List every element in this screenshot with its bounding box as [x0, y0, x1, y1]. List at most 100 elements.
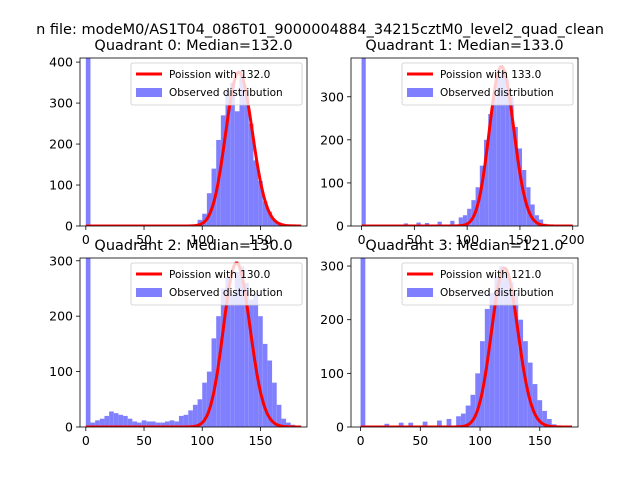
histogram-bar [532, 384, 538, 427]
histogram-bar [262, 343, 268, 427]
chart-title: Quadrant 1: Median=133.0 [365, 38, 563, 54]
poisson-curve [85, 261, 302, 427]
histogram-bar [484, 139, 489, 226]
histogram-bar [517, 148, 523, 226]
legend-label-observed: Observed distribution [169, 87, 283, 99]
histogram-bar [239, 266, 245, 427]
histogram-bar [164, 421, 170, 427]
histogram [85, 58, 287, 226]
axes-frame [79, 257, 308, 428]
y-tick-label: 400 [49, 55, 73, 70]
x-tick-label: 100 [468, 433, 492, 448]
histogram-bar [123, 415, 128, 427]
y-tick-label: 300 [49, 96, 73, 111]
histogram-bar [169, 420, 175, 427]
legend-bar-swatch [136, 88, 162, 97]
y-tick-label: 0 [336, 219, 344, 234]
histogram-bar [542, 410, 547, 427]
x-tick-label: 150 [249, 232, 273, 247]
histogram-bar [460, 413, 466, 427]
legend-box [130, 62, 303, 106]
histogram [85, 258, 296, 427]
histogram-bar [360, 258, 366, 427]
chart-quadrant-2: 0 50 100 150 0 100 200 300 Quadrant 2: Median=13… [49, 238, 308, 448]
histogram-bar [361, 58, 366, 226]
histogram-bar [527, 362, 533, 427]
histogram-bar [225, 90, 231, 226]
figure-title: n file: modeM0/AS1T04_086T01_9000004884_… [36, 22, 604, 38]
histogram-bar [234, 111, 240, 226]
histogram-bar [508, 282, 514, 427]
x-tick-label: 0 [358, 232, 366, 247]
histogram-bar [534, 215, 539, 226]
legend: Poission with 133.0 Observed distribution [401, 62, 574, 106]
chart-title: Quadrant 2: Median=130.0 [94, 238, 292, 254]
histogram-bar [104, 415, 110, 427]
histogram-bar [437, 420, 442, 427]
legend-box [401, 62, 574, 106]
x-tick-label: 150 [249, 433, 273, 448]
chart-quadrant-1: 0 50 100 150 200 0 100 200 300 Quadrant 1: Median… [320, 38, 585, 247]
histogram-bar [253, 160, 259, 226]
legend-label-poisson: Poission with 130.0 [169, 269, 270, 281]
legend-label-observed: Observed distribution [440, 87, 554, 99]
histogram-bar [206, 193, 212, 226]
histogram-bar [509, 96, 514, 226]
legend: Poission with 132.0 Observed distribution [130, 62, 303, 106]
histogram-bar [225, 277, 231, 427]
histogram-bar [437, 221, 442, 226]
y-tick-label: 300 [320, 259, 344, 274]
histogram-bar [286, 422, 291, 427]
histogram-bar [267, 360, 273, 427]
y-tick-label: 100 [49, 364, 73, 379]
histogram-bar [450, 220, 455, 226]
y-tick-label: 200 [320, 132, 344, 147]
histogram-bar [258, 180, 263, 226]
histogram-bar [384, 423, 390, 427]
histogram-bar [546, 418, 552, 427]
histogram-bar [197, 399, 203, 427]
histogram-bar [151, 421, 156, 427]
x-tick-label: 100 [455, 232, 479, 247]
histogram-bar [85, 58, 91, 226]
histogram-bar [272, 382, 277, 427]
histogram-bar [230, 82, 235, 226]
histogram-bar [475, 373, 481, 427]
x-tick-label: 0 [82, 433, 90, 448]
histogram-bar [276, 404, 282, 427]
histogram-bar [188, 410, 193, 427]
histogram-bar [192, 404, 198, 427]
histogram-bar [248, 299, 254, 427]
histogram-bar [197, 219, 203, 226]
histogram-bar [95, 420, 100, 427]
x-tick-label: 100 [190, 232, 214, 247]
histogram-bar [118, 414, 124, 427]
x-tick-label: 50 [136, 232, 152, 247]
histogram-bar [211, 338, 217, 427]
histogram-bar [467, 208, 472, 226]
x-tick-label: 150 [528, 433, 552, 448]
histogram-bar [220, 115, 226, 226]
histogram-bar [503, 271, 509, 427]
chart-title: Quadrant 3: Median=121.0 [365, 238, 563, 254]
x-tick-label: 50 [136, 433, 152, 448]
x-tick-label: 100 [190, 433, 214, 448]
histogram-bar [408, 422, 414, 427]
histogram-bar [494, 276, 500, 427]
y-tick-label: 300 [320, 89, 344, 104]
legend: Poission with 130.0 Observed distribution [130, 262, 303, 306]
legend-box [401, 262, 574, 306]
legend-bar-swatch [407, 88, 433, 97]
x-tick-label: 0 [357, 433, 365, 448]
histogram-bar [137, 422, 142, 427]
y-tick-label: 100 [320, 175, 344, 190]
histogram-bar [146, 421, 152, 427]
legend-label-observed: Observed distribution [440, 287, 554, 299]
histogram-bar [465, 405, 471, 427]
histogram-bar [244, 282, 249, 427]
histogram-bar [202, 382, 207, 427]
histogram-bar [85, 258, 91, 427]
histogram-bar [113, 413, 119, 427]
legend-label-poisson: Poission with 133.0 [440, 69, 541, 81]
legend: Poission with 121.0 Observed distribution [401, 262, 574, 306]
